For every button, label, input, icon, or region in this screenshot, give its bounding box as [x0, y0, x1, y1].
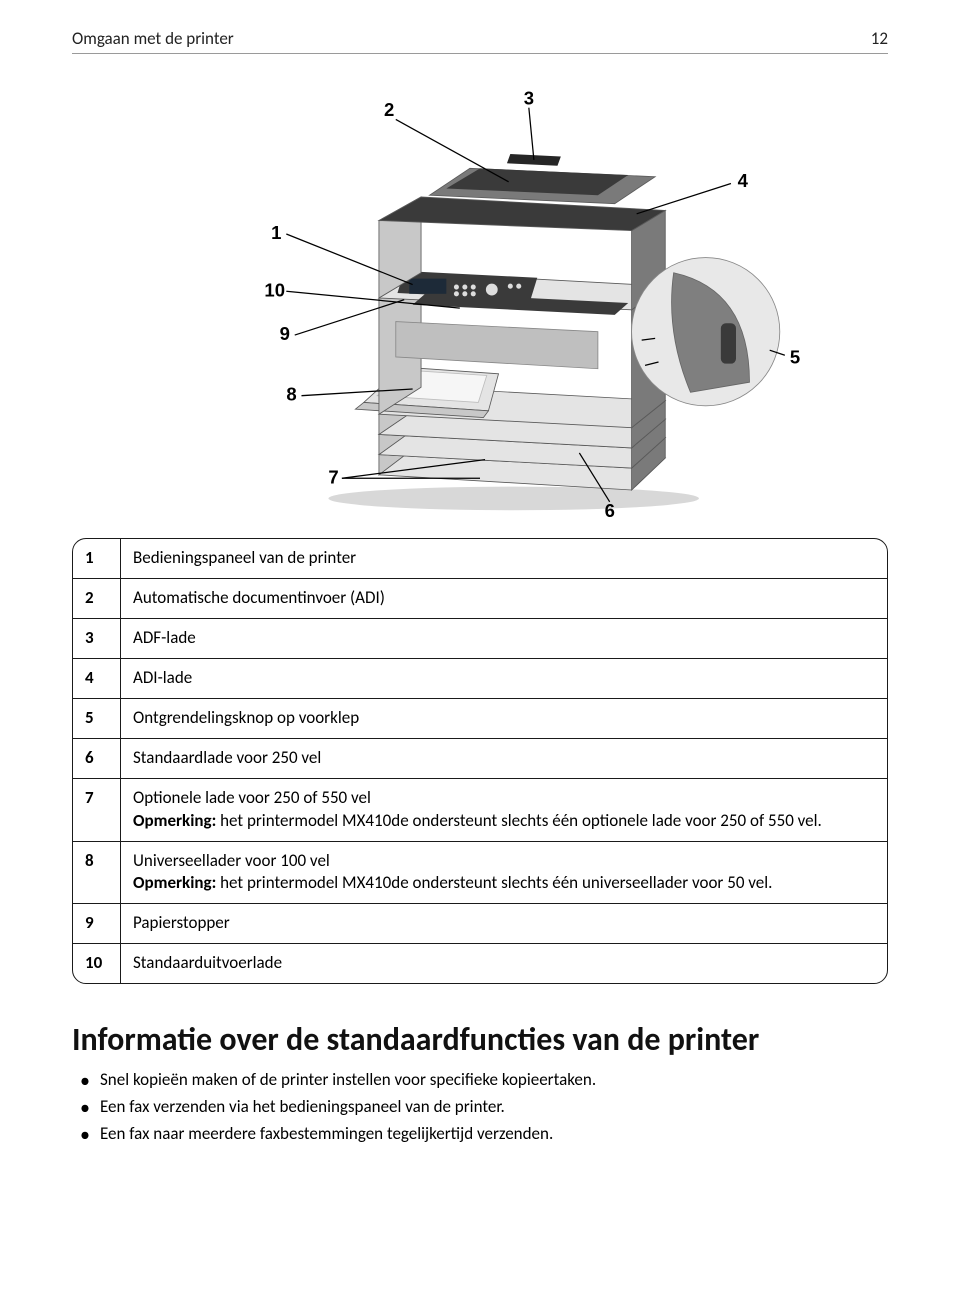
legend-description: Universeellader voor 100 velOpmerking: h… — [121, 841, 887, 904]
legend-row: 4 ADI-lade — [73, 658, 887, 698]
legend-description: Bedieningspaneel van de printer — [121, 539, 887, 578]
legend-description: ADF-lade — [121, 618, 887, 658]
legend-note: Opmerking: het printermodel MX410de onde… — [133, 810, 875, 833]
legend-label: Bedieningspaneel van de printer — [133, 547, 875, 570]
legend-row: 5 Ontgrendelingsknop op voorklep — [73, 698, 887, 738]
legend-row: 3 ADF-lade — [73, 618, 887, 658]
legend-label: Ontgrendelingsknop op voorklep — [133, 707, 875, 730]
callout-7: 7 — [328, 466, 338, 487]
legend-row: 8Universeellader voor 100 velOpmerking: … — [73, 841, 887, 904]
legend-row: 2 Automatische documentinvoer (ADI) — [73, 578, 887, 618]
legend-number: 5 — [73, 698, 121, 738]
legend-table: 1 Bedieningspaneel van de printer 2 Automat… — [72, 538, 888, 984]
callout-4: 4 — [738, 170, 749, 191]
legend-number: 2 — [73, 578, 121, 618]
legend-label: Standaardlade voor 250 vel — [133, 747, 875, 770]
legend-description: ADI-lade — [121, 658, 887, 698]
legend-number: 1 — [73, 539, 121, 578]
legend-description: Automatische documentinvoer (ADI) — [121, 578, 887, 618]
legend-number: 3 — [73, 618, 121, 658]
legend-number: 10 — [73, 943, 121, 983]
feature-bullet: Een fax verzenden via het bedieningspane… — [100, 1096, 888, 1119]
header-title: Omgaan met de printer — [72, 28, 234, 49]
legend-note: Opmerking: het printermodel MX410de onde… — [133, 872, 875, 895]
legend-number: 9 — [73, 903, 121, 943]
callout-5: 5 — [790, 347, 800, 368]
legend-row: 6 Standaardlade voor 250 vel — [73, 738, 887, 778]
legend-description: Standaardlade voor 250 vel — [121, 738, 887, 778]
legend-label: Universeellader voor 100 vel — [133, 850, 875, 873]
callout-9: 9 — [280, 323, 290, 344]
legend-row: 9 Papierstopper — [73, 903, 887, 943]
legend-row: 10 Standaarduitvoerlade — [73, 943, 887, 983]
legend-number: 4 — [73, 658, 121, 698]
legend-label: ADI-lade — [133, 667, 875, 690]
legend-number: 7 — [73, 778, 121, 841]
legend-label: ADF-lade — [133, 627, 875, 650]
callout-10: 10 — [264, 279, 285, 300]
legend-description: Papierstopper — [121, 903, 887, 943]
legend-label: Papierstopper — [133, 912, 875, 935]
section-heading: Informatie over de standaardfuncties van… — [72, 1020, 888, 1059]
legend-row: 1 Bedieningspaneel van de printer — [73, 539, 887, 578]
page-header: Omgaan met de printer 12 — [72, 28, 888, 54]
feature-bullet: Een fax naar meerdere faxbestemmingen te… — [100, 1123, 888, 1146]
legend-row: 7Optionele lade voor 250 of 550 velOpmer… — [73, 778, 887, 841]
legend-description: Standaarduitvoerlade — [121, 943, 887, 983]
legend-body: 1 Bedieningspaneel van de printer 2 Automat… — [73, 539, 887, 983]
legend-description: Ontgrendelingsknop op voorklep — [121, 698, 887, 738]
callout-1: 1 — [271, 222, 281, 243]
legend-number: 8 — [73, 841, 121, 904]
callout-2: 2 — [384, 99, 394, 120]
callout-8: 8 — [286, 384, 296, 405]
legend-label: Automatische documentinvoer (ADI) — [133, 587, 875, 610]
legend-label: Standaarduitvoerlade — [133, 952, 875, 975]
header-page-number: 12 — [871, 28, 888, 49]
page: Omgaan met de printer 12 — [0, 0, 960, 1298]
printer-diagram: 1 2 3 4 5 6 7 8 9 10 — [72, 78, 888, 518]
callout-3: 3 — [524, 87, 534, 108]
legend-description: Optionele lade voor 250 of 550 velOpmerk… — [121, 778, 887, 841]
feature-bullets: Snel kopieën maken of de printer instell… — [72, 1069, 888, 1146]
legend-number: 6 — [73, 738, 121, 778]
feature-bullet: Snel kopieën maken of de printer instell… — [100, 1069, 888, 1092]
callout-6: 6 — [605, 500, 615, 518]
legend-label: Optionele lade voor 250 of 550 vel — [133, 787, 875, 810]
printer-diagram-svg: 1 2 3 4 5 6 7 8 9 10 — [160, 78, 800, 518]
